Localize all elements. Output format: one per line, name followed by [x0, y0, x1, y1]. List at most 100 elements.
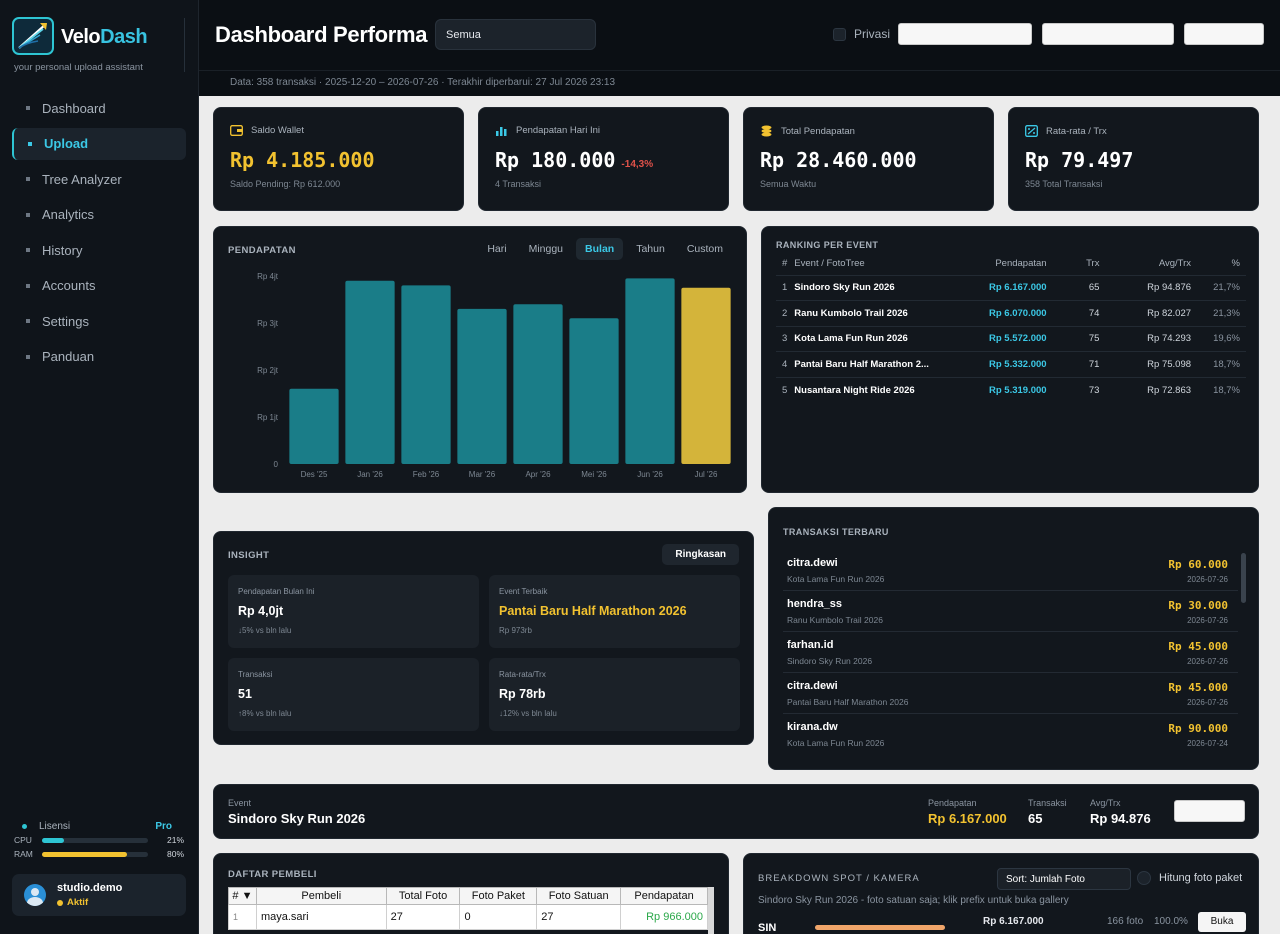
y-tick-label: 0 [274, 460, 279, 469]
revenue-bar-chart: 0 Rp 1jt Rp 2jt Rp 3jt Rp 4jt Des '25 Jan '26 F… [257, 272, 731, 479]
cpu-track [42, 837, 148, 843]
stat-label: Total Pendapatan [760, 125, 855, 137]
event-action-button[interactable] [1174, 800, 1245, 822]
ranking-row[interactable]: 3 Kota Lama Fun Run 2026 Rp 5.572.000 75 Rp … [776, 325, 1246, 352]
x-tick-label: Mar '26 [469, 470, 496, 479]
table-row[interactable]: 1 maya.sari 27 0 27 Rp 966.000 [228, 904, 708, 930]
tab-bulan[interactable]: Bulan [576, 238, 624, 260]
count-package-checkbox[interactable] [1137, 871, 1151, 885]
event-revenue-value: Rp 6.167.000 [928, 811, 1007, 826]
sidebar-item-history[interactable]: History [12, 234, 186, 266]
spot-prefix-link[interactable]: SIN [758, 922, 777, 934]
buyers-scrollbar[interactable] [708, 887, 714, 934]
insight-box-best-event: Event Terbaik Pantai Baru Half Marathon … [489, 575, 740, 648]
list-item[interactable]: kirana.dw Kota Lama Fun Run 2026 Rp 90.000… [787, 721, 1228, 748]
event-avg-label: Avg/Trx [1090, 798, 1121, 808]
col-single-photo[interactable]: Foto Satuan [536, 887, 622, 905]
privacy-checkbox[interactable] [833, 27, 846, 41]
chart-section-title: PENDAPATAN [228, 245, 296, 256]
chart-bar[interactable] [401, 285, 451, 464]
list-item[interactable]: hendra_ss Ranu Kumbolo Trail 2026 Rp 30.00… [783, 591, 1238, 632]
col-rank: # [782, 258, 788, 270]
cpu-fill [42, 837, 65, 843]
chart-bar[interactable] [625, 278, 675, 464]
sidebar-item-label: Settings [42, 313, 89, 329]
ranking-row[interactable]: 5 Nusantara Night Ride 2026 Rp 5.319.000 73… [776, 376, 1246, 403]
chart-bar[interactable] [289, 388, 339, 464]
license-panel: Lisensi Pro CPU 21% RAM 80% [14, 819, 186, 861]
sidebar-item-analytics[interactable]: Analytics [12, 199, 186, 231]
x-tick-label: Mei '26 [581, 470, 607, 479]
user-card[interactable]: studio.demo Aktif [12, 874, 186, 916]
list-item[interactable]: citra.dewi Pantai Baru Half Marathon 2026… [783, 673, 1238, 714]
tab-hari[interactable]: Hari [487, 243, 507, 255]
chart-bar[interactable] [513, 304, 563, 464]
list-item[interactable]: farhan.id Sindoro Sky Run 2026 Rp 45.000 20… [783, 632, 1238, 673]
page-title: Dashboard Performa [215, 22, 428, 47]
tab-tahun[interactable]: Tahun [636, 243, 665, 255]
stat-card-average: Rata-rata / Trx Rp 79.497 358 Total Tran… [1008, 107, 1259, 211]
chart-bar[interactable] [345, 280, 395, 464]
tab-custom[interactable]: Custom [686, 243, 723, 255]
license-value: Pro [155, 820, 172, 832]
chart-bar[interactable] [681, 287, 731, 464]
header-button-2[interactable] [1042, 23, 1174, 45]
breakdown-row[interactable]: SIN Rp 6.167.000 166 foto 100.0% Buka [758, 912, 1248, 934]
col-total-photo[interactable]: Total Foto [385, 887, 461, 905]
stat-sub: 4 Transaksi [495, 179, 542, 189]
event-trx-label: Transaksi [1028, 798, 1067, 808]
ranking-header-row: # Event / FotoTree Pendapatan Trx Avg/Tr… [776, 253, 1246, 275]
event-summary-bar: Event Sindoro Sky Run 2026 Pendapatan Rp… [213, 784, 1259, 839]
x-tick-label: Jun '26 [637, 470, 663, 479]
coins-icon [761, 125, 772, 137]
bullet-icon [26, 106, 30, 110]
sidebar-item-panduan[interactable]: Panduan [12, 341, 186, 373]
stat-card-wallet: Saldo Wallet Rp 4.185.000 Saldo Pending:… [213, 107, 464, 211]
stat-label: Pendapatan Hari Ini [495, 125, 600, 136]
sidebar-item-upload[interactable]: Upload [12, 127, 186, 160]
status-dot-icon [57, 899, 63, 906]
avatar [24, 884, 46, 906]
transactions-scrollbar[interactable] [1241, 553, 1246, 603]
count-package-toggle[interactable]: Hitung foto paket [1137, 871, 1242, 885]
tab-minggu[interactable]: Minggu [528, 243, 564, 255]
ram-track [42, 851, 148, 857]
ranking-row[interactable]: 4 Pantai Baru Half Marathon 2... Rp 5.332.… [776, 351, 1246, 377]
sidebar-item-settings[interactable]: Settings [12, 305, 186, 337]
col-revenue[interactable]: Pendapatan [620, 887, 708, 905]
stat-value: Rp 28.460.000 [760, 148, 917, 172]
col-package-photo[interactable]: Foto Paket [459, 887, 538, 905]
summary-button[interactable]: Ringkasan [662, 544, 739, 565]
user-status: Aktif [57, 897, 88, 908]
chart-bar[interactable] [457, 308, 507, 464]
sort-select[interactable]: Sort: Jumlah Foto [997, 868, 1131, 890]
user-status-label: Aktif [67, 897, 89, 908]
list-item[interactable]: citra.dewi Kota Lama Fun Run 2026 Rp 60.00… [783, 550, 1238, 591]
sidebar-item-label: Upload [44, 136, 89, 151]
ram-fill [42, 851, 127, 857]
brand-name: VeloDash [61, 26, 148, 48]
header-button-1[interactable] [898, 23, 1032, 45]
stat-value: Rp 79.497 [1025, 148, 1134, 172]
bullet-icon [26, 283, 30, 288]
privacy-label: Privasi [854, 27, 891, 41]
header-button-3[interactable] [1184, 23, 1264, 45]
event-filter-select[interactable]: Semua [435, 19, 596, 50]
privacy-toggle[interactable]: Privasi [833, 27, 890, 41]
y-tick-label: Rp 2jt [257, 366, 279, 375]
sidebar-item-accounts[interactable]: Accounts [12, 270, 186, 302]
ram-label: RAM [14, 849, 33, 859]
col-revenue: Pendapatan [995, 258, 1047, 270]
license-label: Lisensi [39, 820, 71, 832]
ranking-row[interactable]: 2 Ranu Kumbolo Trail 2026 Rp 6.070.000 74 Rp… [776, 300, 1246, 326]
col-buyer[interactable]: Pembeli [255, 887, 387, 905]
stat-label: Rata-rata / Trx [1025, 125, 1107, 137]
chart-bar[interactable] [569, 318, 619, 464]
ranking-row[interactable]: 1 Sindoro Sky Run 2026 Rp 6.167.000 65 Rp 94… [776, 274, 1246, 301]
col-number[interactable]: # ▼ [228, 887, 257, 905]
sidebar-item-tree-analyzer[interactable]: Tree Analyzer [12, 163, 186, 195]
bullet-icon [26, 319, 30, 323]
sidebar-item-dashboard[interactable]: Dashboard [12, 92, 186, 124]
spot-bar-track [815, 925, 945, 930]
open-gallery-button[interactable]: Buka [1198, 912, 1246, 932]
